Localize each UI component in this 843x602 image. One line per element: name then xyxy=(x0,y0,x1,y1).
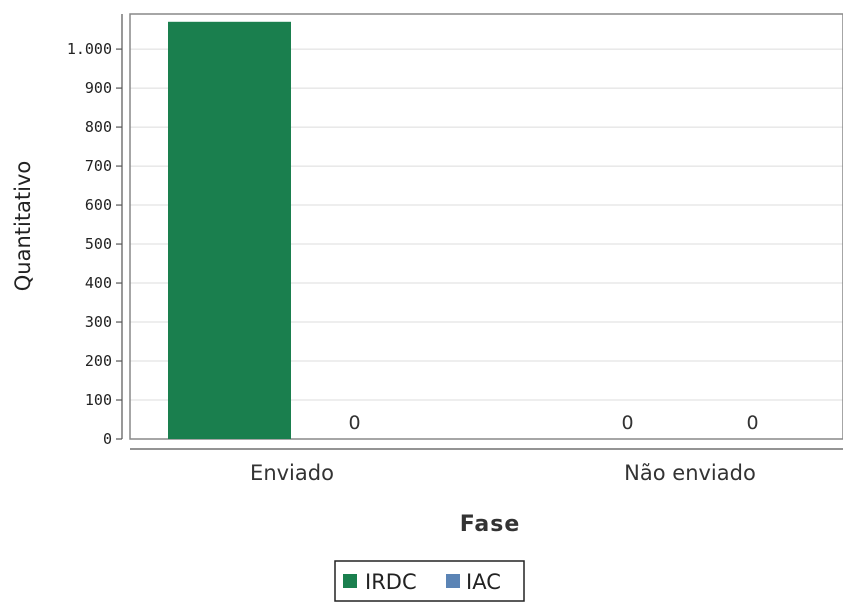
x-category-label: Enviado xyxy=(250,461,334,485)
x-axis-categories: Enviado Não enviado xyxy=(250,461,756,485)
y-tick-label: 900 xyxy=(85,79,112,97)
y-tick-label: 300 xyxy=(85,313,112,331)
bar-irdc-0 xyxy=(168,21,291,440)
legend-frame xyxy=(334,560,525,602)
x-category-label: Não enviado xyxy=(624,461,756,485)
legend-swatch-iac xyxy=(446,574,460,588)
y-tick-label: 100 xyxy=(85,391,112,409)
y-axis: 0 100 200 300 400 500 600 700 800 900 1.000 xyxy=(67,14,123,448)
y-tick-label: 200 xyxy=(85,352,112,370)
bars xyxy=(168,21,291,440)
x-axis-title: Fase xyxy=(460,512,521,537)
plot-frame xyxy=(129,13,843,440)
legend-swatch-irdc xyxy=(343,574,357,588)
legend: IRDC IAC xyxy=(334,560,525,602)
y-tick-label: 700 xyxy=(85,157,112,175)
y-tick-label: 0 xyxy=(103,430,112,448)
y-tick-label: 400 xyxy=(85,274,112,292)
legend-label-iac: IAC xyxy=(466,570,501,594)
data-label: 0 xyxy=(348,412,360,434)
y-tick-label: 600 xyxy=(85,196,112,214)
data-label: 0 xyxy=(621,412,633,434)
legend-label-irdc: IRDC xyxy=(365,570,417,594)
y-tick-label: 1.000 xyxy=(67,40,112,58)
y-tick-label: 800 xyxy=(85,118,112,136)
data-labels: 0 0 0 xyxy=(348,412,758,434)
y-axis-title: Quantitativo xyxy=(11,161,35,292)
data-label: 0 xyxy=(746,412,758,434)
y-tick-label: 500 xyxy=(85,235,112,253)
